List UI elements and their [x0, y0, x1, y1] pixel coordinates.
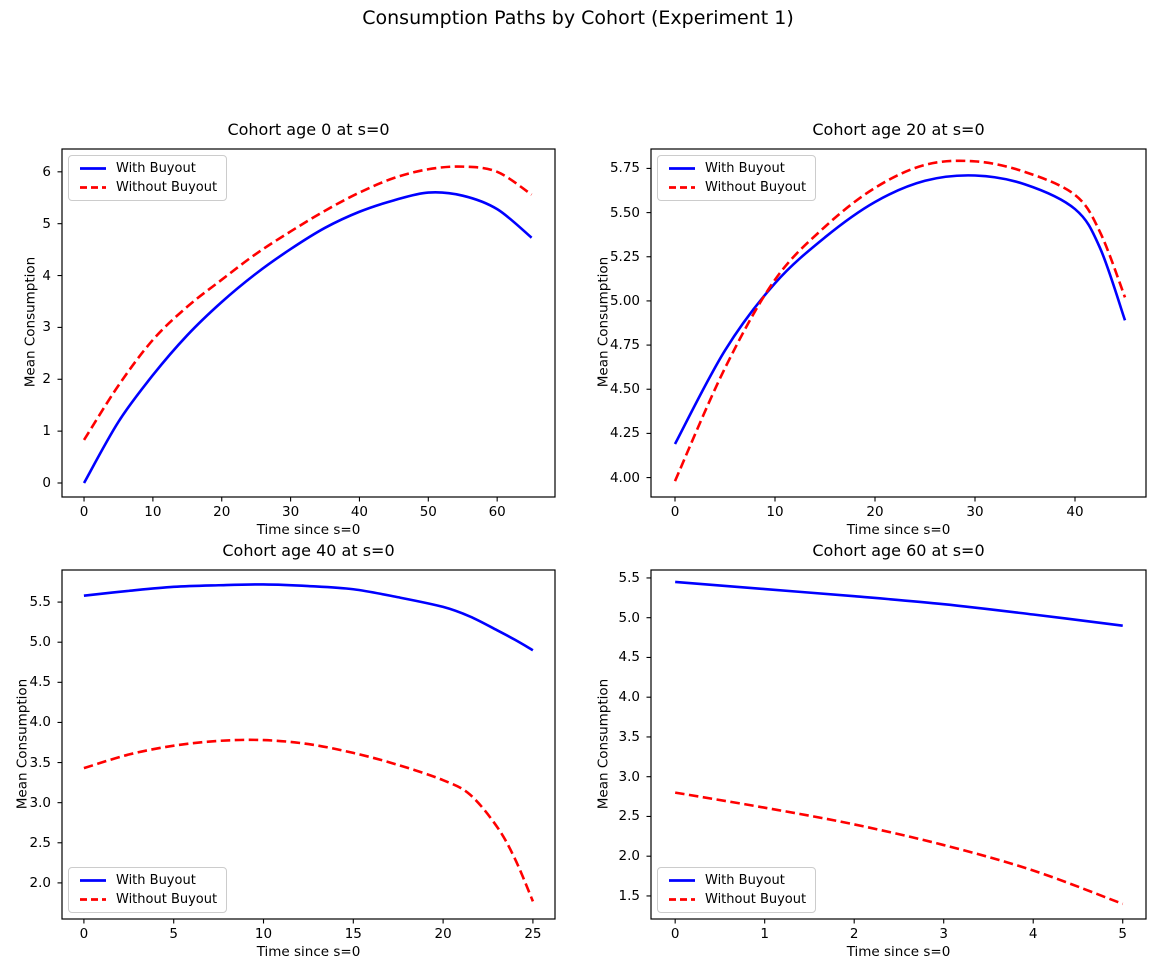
x-axis-label: Time since s=0	[256, 522, 361, 538]
x-tick-label: 5	[169, 926, 178, 942]
subplot-title: Cohort age 40 at s=0	[222, 541, 395, 560]
x-tick-label: 30	[282, 504, 300, 520]
x-tick-label: 5	[1118, 926, 1128, 942]
x-tick-label: 4	[1028, 926, 1038, 942]
legend-entry-without-buyout: Without Buyout	[667, 892, 806, 907]
x-axis-label: Time since s=0	[846, 944, 951, 960]
y-tick-label: 5	[42, 215, 51, 232]
legend-label: Without Buyout	[705, 892, 807, 907]
legend-label: Without Buyout	[705, 180, 807, 195]
legend-dashed-line-icon	[80, 186, 106, 189]
y-tick-label: 6	[42, 163, 51, 180]
subplot-cohort-age-20: Cohort age 20 at s=0 Mean Consumption 0 1…	[595, 120, 1147, 538]
x-tick-label: 0	[670, 926, 680, 942]
y-axis-label: Mean Consumption	[21, 256, 38, 388]
legend-dashed-line-icon	[669, 898, 695, 901]
y-tick-label: 4.00	[609, 469, 640, 486]
subplot-title: Cohort age 20 at s=0	[812, 120, 985, 139]
legend-label: With Buyout	[705, 873, 785, 888]
x-tick-label: 10	[766, 504, 784, 520]
legend-entry-with-buyout: With Buyout	[78, 161, 217, 176]
legend: With Buyout Without Buyout	[68, 867, 228, 913]
x-axis-label: Time since s=0	[846, 522, 951, 538]
subplot-title: Cohort age 0 at s=0	[227, 120, 390, 139]
y-axis-label: Mean Consumption	[594, 678, 611, 809]
legend-solid-line-icon	[80, 167, 106, 170]
legend-label: Without Buyout	[116, 892, 218, 907]
legend-entry-with-buyout: With Buyout	[78, 873, 217, 888]
y-tick-label: 4.5	[618, 649, 640, 666]
x-tick-label: 0	[670, 504, 680, 520]
legend: With Buyout Without Buyout	[657, 867, 817, 913]
y-tick-label: 2.0	[618, 848, 640, 865]
legend-entry-with-buyout: With Buyout	[667, 161, 806, 176]
y-tick-label: 5.0	[618, 609, 640, 626]
legend-solid-line-icon	[669, 879, 695, 882]
x-tick-label: 3	[939, 926, 948, 942]
legend-solid-line-icon	[669, 167, 695, 170]
y-tick-label: 1.5	[618, 887, 640, 904]
legend-label: With Buyout	[116, 161, 196, 176]
figure-title: Consumption Paths by Cohort (Experiment …	[362, 7, 794, 29]
x-tick-label: 10	[144, 504, 162, 520]
y-tick-label: 1	[42, 423, 51, 440]
x-tick-label: 1	[760, 926, 769, 942]
x-tick-label: 20	[866, 504, 884, 520]
y-tick-label: 0	[42, 474, 51, 491]
legend-dashed-line-icon	[80, 898, 106, 901]
subplot-cohort-age-0: Cohort age 0 at s=0 Mean Consumption 0 10…	[22, 120, 556, 538]
legend-label: With Buyout	[705, 161, 785, 176]
legend-solid-line-icon	[80, 879, 106, 882]
legend: With Buyout Without Buyout	[68, 155, 228, 201]
legend-entry-without-buyout: Without Buyout	[667, 180, 806, 195]
y-tick-label: 5.50	[609, 204, 640, 221]
x-tick-label: 25	[524, 926, 542, 942]
y-axis-label: Mean Consumption	[13, 678, 30, 809]
x-axis-label: Time since s=0	[256, 944, 361, 960]
y-axis-label: Mean Consumption	[594, 256, 611, 388]
plot-canvas	[646, 569, 1147, 924]
y-tick-label: 2.5	[618, 808, 640, 825]
plot-canvas	[646, 148, 1147, 502]
x-tick-label: 60	[488, 504, 506, 520]
y-tick-label: 5.75	[609, 160, 640, 177]
x-tick-label: 20	[434, 926, 452, 942]
x-tick-label: 20	[213, 504, 231, 520]
legend-entry-with-buyout: With Buyout	[667, 873, 806, 888]
x-tick-label: 0	[79, 926, 89, 942]
y-tick-label: 2.0	[29, 874, 51, 891]
subplot-title: Cohort age 60 at s=0	[812, 541, 985, 560]
x-tick-label: 10	[254, 926, 273, 942]
x-tick-label: 50	[419, 504, 437, 520]
subplot-cohort-age-60: Cohort age 60 at s=0 Mean Consumption 0 1…	[595, 541, 1147, 960]
y-tick-label: 4.25	[609, 425, 640, 442]
x-tick-label: 30	[966, 504, 984, 520]
x-tick-label: 40	[1066, 504, 1084, 520]
legend: With Buyout Without Buyout	[657, 155, 817, 201]
x-tick-label: 0	[79, 504, 89, 520]
legend-dashed-line-icon	[669, 186, 695, 189]
subplot-cohort-age-40: Cohort age 40 at s=0 Mean Consumption 0 5…	[14, 541, 556, 960]
legend-label: With Buyout	[116, 873, 196, 888]
legend-entry-without-buyout: Without Buyout	[78, 180, 217, 195]
plot-canvas	[57, 148, 556, 502]
y-tick-label: 2.5	[29, 834, 51, 851]
plot-canvas	[57, 569, 556, 924]
x-tick-label: 2	[849, 926, 859, 942]
y-tick-label: 5.5	[29, 594, 51, 611]
y-tick-label: 5.0	[29, 634, 51, 651]
y-tick-label: 5.5	[618, 569, 640, 586]
legend-label: Without Buyout	[116, 180, 218, 195]
x-tick-label: 40	[350, 504, 369, 520]
legend-entry-without-buyout: Without Buyout	[78, 892, 217, 907]
x-tick-label: 15	[344, 926, 362, 942]
